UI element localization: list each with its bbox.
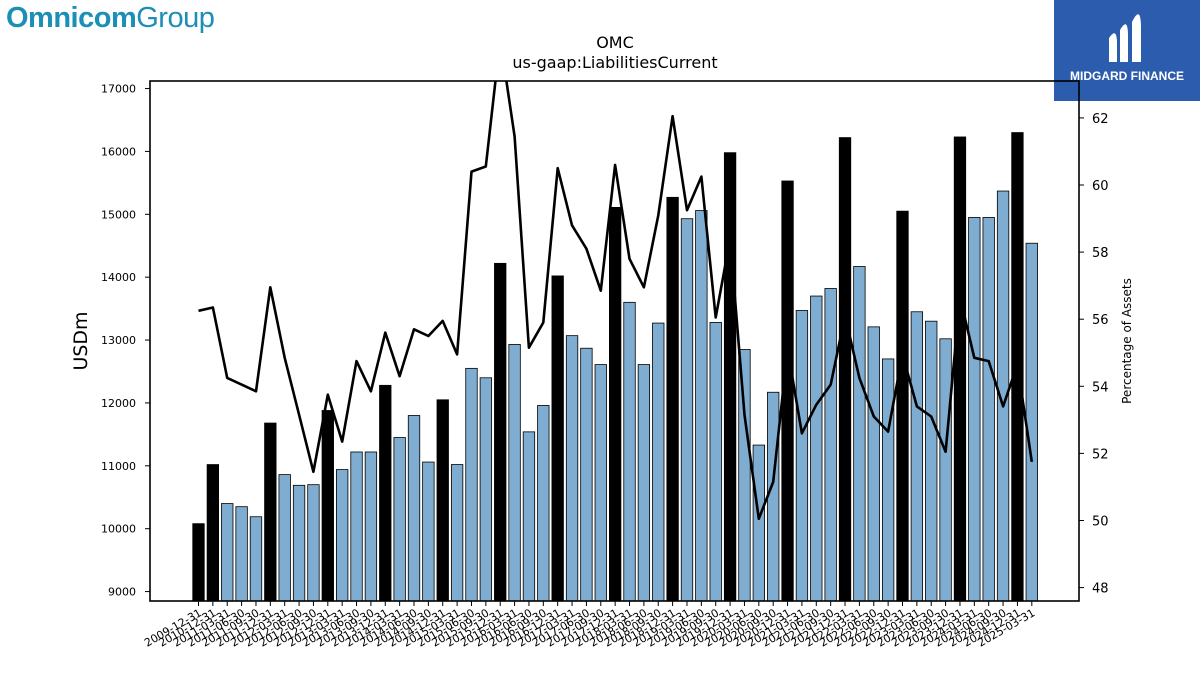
y-tick-label: 15000	[101, 208, 136, 221]
bar-2012-09-30	[307, 484, 320, 602]
bar-2016-03-31	[508, 344, 521, 602]
bar-2021-09-30	[824, 288, 837, 602]
chart-subtitle: us-gaap:LiabilitiesCurrent	[512, 53, 717, 72]
bar-2015-12-31	[494, 262, 507, 602]
bar-group	[192, 132, 1038, 602]
bar-2023-03-31	[910, 311, 924, 602]
y2-axis-label: Percentage of Assets	[1120, 278, 1134, 404]
y-axis: 9000 10000 11000 12000 13000 14000 15000 16000 1…	[101, 83, 150, 599]
bar-2011-06-30	[235, 506, 248, 602]
y-tick-label: 14000	[101, 271, 136, 284]
bar-2015-09-30	[479, 377, 492, 602]
bar-2014-03-31	[393, 437, 406, 602]
bar-2016-06-30	[522, 431, 536, 602]
bar-2014-06-30	[407, 415, 421, 602]
x-axis: 2009-12-312010-12-312011-03-312011-06-30…	[142, 601, 1037, 650]
y-tick-label: 10000	[101, 523, 136, 536]
bar-2020-06-30	[752, 444, 765, 602]
bar-2023-09-30	[939, 338, 952, 602]
bar-2010-12-31	[206, 464, 220, 602]
bar-2024-03-31	[968, 217, 981, 602]
y2-tick-label: 58	[1092, 246, 1109, 261]
y-tick-label: 11000	[101, 460, 136, 473]
bar-2012-03-31	[278, 474, 291, 602]
bar-2017-03-31	[565, 335, 579, 602]
logo-group-text: Group	[136, 2, 215, 34]
bar-2011-09-30	[249, 516, 263, 602]
bar-2021-12-31	[838, 137, 852, 602]
chart-title: OMC	[596, 33, 634, 52]
bar-2017-09-30	[594, 364, 607, 602]
bar-2014-12-31	[436, 399, 449, 602]
y2-tick-label: 56	[1092, 313, 1109, 328]
bar-2018-12-31	[666, 196, 679, 602]
bar-2019-09-30	[709, 322, 722, 602]
bar-2016-09-30	[537, 405, 550, 602]
bar-2017-12-31	[609, 206, 622, 602]
bar-2012-12-31	[321, 410, 334, 602]
bar-2019-12-31	[723, 152, 737, 602]
y-axis-label: USDm	[70, 311, 92, 370]
bar-2024-06-30	[982, 217, 995, 602]
y-tick-label: 13000	[101, 334, 136, 347]
bar-2013-03-31	[336, 469, 349, 602]
logo-omnicom-text: Omnicom	[6, 2, 137, 34]
bar-2020-09-30	[767, 391, 780, 602]
y-tick-label: 17000	[101, 83, 136, 96]
y-tick-label: 16000	[101, 145, 136, 158]
y-tick-label: 12000	[101, 397, 136, 410]
bar-2023-06-30	[925, 320, 938, 602]
bar-2011-12-31	[264, 422, 277, 602]
y2-axis: 48 50 52 54 56 58 60 62	[1079, 112, 1109, 597]
midgard-finance-logo: MIDGARD FINANCE	[1054, 0, 1200, 101]
y2-tick-label: 48	[1092, 582, 1109, 597]
bar-2025-03-31	[1025, 242, 1038, 602]
bar-2018-06-30	[637, 364, 651, 602]
bar-2017-06-30	[580, 347, 593, 602]
omnicom-group-logo: OmnicomGroup	[6, 2, 215, 35]
bar-2012-06-30	[292, 484, 306, 602]
bar-2018-03-31	[623, 301, 636, 602]
bar-2015-06-30	[465, 367, 478, 602]
y2-tick-label: 50	[1092, 514, 1109, 529]
bar-2018-09-30	[652, 322, 665, 602]
bar-2019-03-31	[680, 218, 694, 602]
bar-2013-06-30	[350, 451, 363, 602]
bar-2022-03-31	[853, 266, 866, 602]
bar-2014-09-30	[422, 461, 435, 602]
bar-2009-12-31	[192, 523, 205, 602]
bar-2013-09-30	[364, 451, 378, 602]
percentage-line	[198, 81, 1034, 521]
line-group	[198, 81, 1034, 521]
midgard-finance-text: MIDGARD FINANCE	[1070, 69, 1184, 83]
bar-2013-12-31	[379, 384, 392, 602]
y2-tick-label: 60	[1092, 179, 1109, 194]
bar-2022-06-30	[867, 326, 880, 602]
y2-tick-label: 54	[1092, 380, 1109, 395]
y-tick-label: 9000	[108, 586, 136, 599]
bar-2019-06-30	[695, 210, 708, 602]
bar-2016-12-31	[551, 275, 564, 602]
bar-2020-03-31	[738, 349, 751, 602]
bar-2021-03-31	[795, 310, 809, 602]
bar-2023-12-31	[953, 136, 967, 602]
plot-frame	[149, 80, 1080, 602]
bar-2021-06-30	[810, 295, 823, 602]
bar-2011-03-31	[221, 503, 234, 602]
bar-2015-03-31	[450, 464, 464, 602]
midgard-mark-icon	[1109, 14, 1141, 63]
y2-tick-label: 52	[1092, 447, 1109, 462]
bar-2022-12-31	[896, 210, 909, 602]
y2-tick-label: 62	[1092, 112, 1109, 127]
bar-2022-09-30	[881, 358, 895, 602]
